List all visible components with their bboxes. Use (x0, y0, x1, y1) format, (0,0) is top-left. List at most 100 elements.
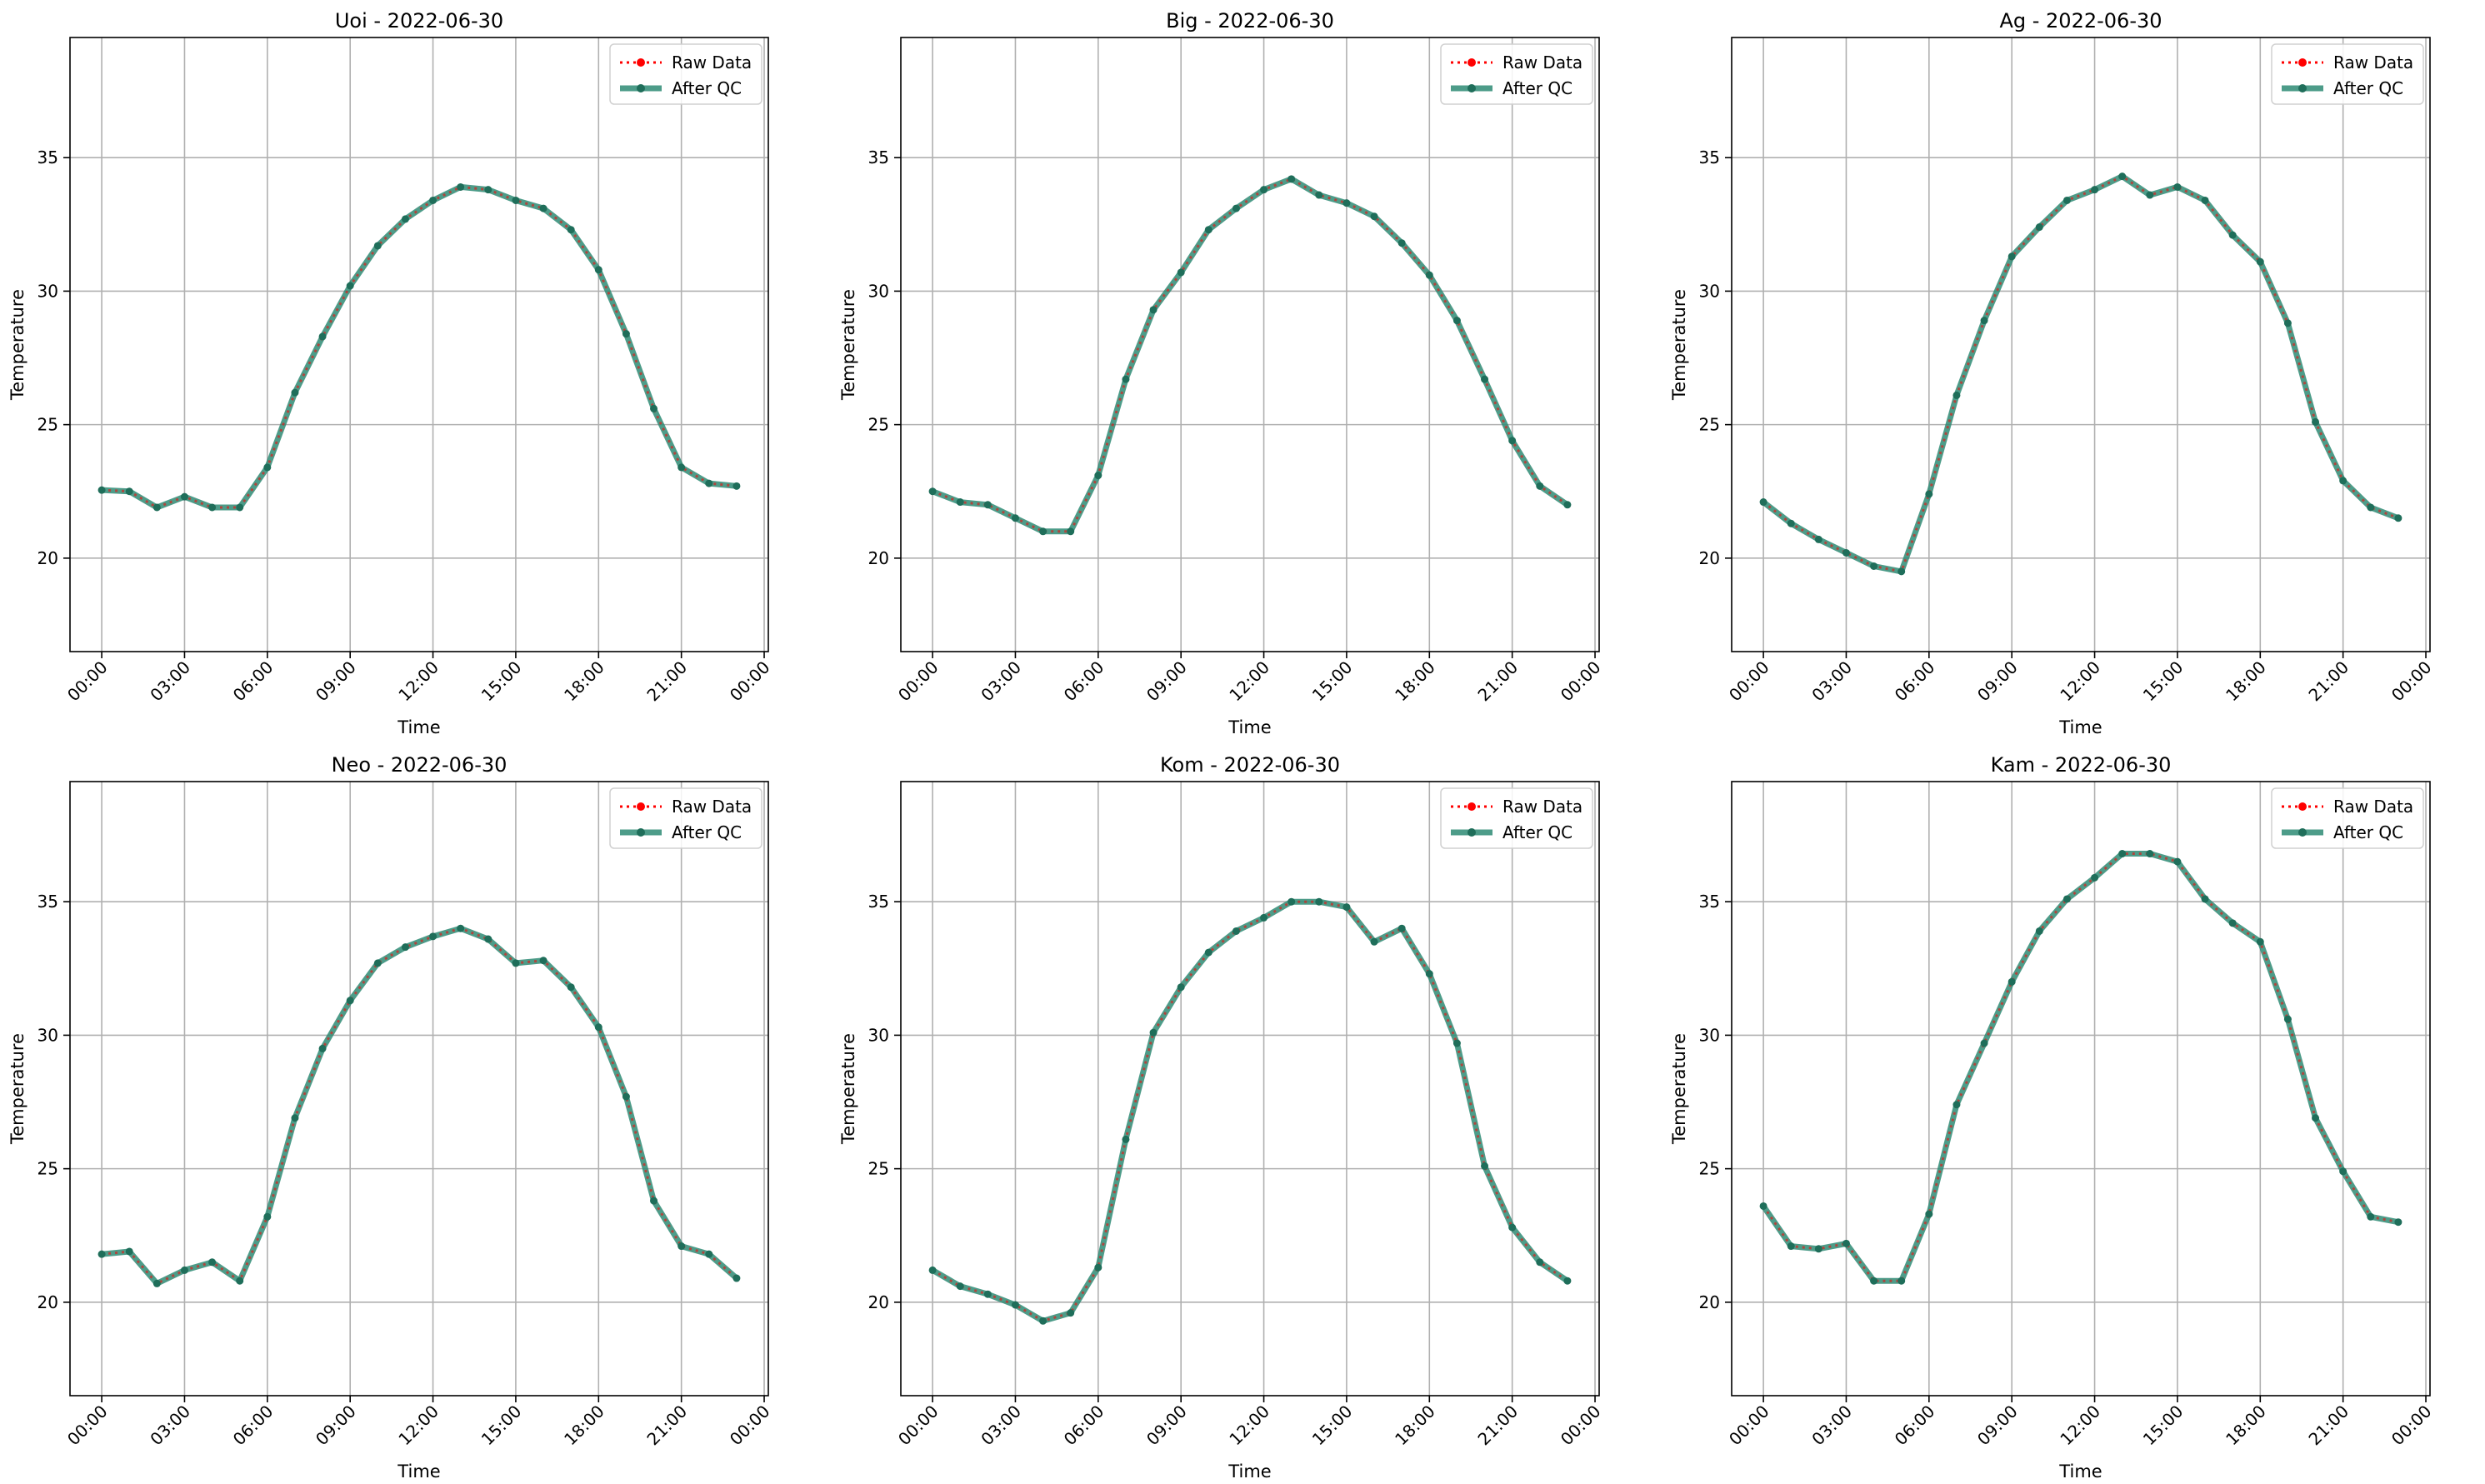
y-tick-label: 25 (38, 415, 58, 435)
x-tick-label: 03:00 (977, 657, 1025, 706)
after-qc-point (1398, 239, 1406, 247)
after-qc-point (650, 404, 658, 412)
x-tick-label: 15:00 (1308, 1402, 1357, 1450)
after-qc-point (1342, 903, 1351, 912)
x-tick-label: 18:00 (1391, 657, 1439, 706)
after-qc-point (705, 479, 713, 487)
y-tick-label: 35 (868, 892, 889, 912)
after-qc-point (2146, 850, 2154, 858)
after-qc-point (1149, 1028, 1158, 1037)
after-qc-point (429, 196, 438, 204)
x-tick-label: 21:00 (1473, 1402, 1522, 1450)
after-qc-point (1370, 212, 1378, 221)
after-qc-point (125, 1247, 133, 1256)
legend-raw-marker (637, 58, 645, 67)
legend-raw-label: Raw Data (1502, 797, 1582, 817)
after-qc-point (1067, 1309, 1075, 1317)
after-qc-point (1315, 897, 1323, 906)
legend-qc-label: After QC (1502, 78, 1572, 98)
after-qc-point (208, 503, 217, 512)
y-tick-label: 35 (38, 892, 58, 912)
after-qc-point (732, 482, 741, 490)
legend-raw-marker (637, 802, 645, 811)
subplot-6: 20 25 30 35 00:00 03:00 06:00 09:00 12:00 15:00 18… (1669, 753, 2436, 1482)
raw-data-line (932, 900, 1568, 1322)
after-qc-point (1842, 1239, 1850, 1247)
subplot-1: 20 25 30 35 00:00 03:00 06:00 09:00 12:00 15:00 18… (8, 9, 774, 737)
after-qc-point (539, 957, 548, 965)
x-tick-label: 00:00 (2388, 1402, 2436, 1450)
after-qc-point (1536, 1258, 1544, 1267)
subplot-4: 20 25 30 35 00:00 03:00 06:00 09:00 12:00 15:00 18… (8, 753, 774, 1482)
after-qc-point (1452, 317, 1461, 325)
after-qc-point (1177, 983, 1185, 992)
after-qc-point (2118, 850, 2127, 858)
y-axis-label: Temperature (838, 1033, 858, 1145)
plot-frame (69, 781, 769, 1397)
after-qc-point (594, 1023, 602, 1032)
y-tick-label: 20 (38, 548, 58, 568)
x-tick-label: 00:00 (1725, 657, 1773, 706)
after-qc-point (1898, 567, 1906, 576)
legend-qc-marker (1468, 828, 1476, 837)
x-tick-label: 00:00 (1557, 1402, 1605, 1450)
x-tick-label: 15:00 (478, 657, 526, 706)
y-axis-label: Temperature (8, 1033, 28, 1145)
plot-frame (69, 37, 769, 652)
after-qc-point (457, 182, 465, 191)
after-qc-point (1980, 1039, 1988, 1047)
after-qc-point (622, 330, 630, 338)
x-tick-label: 12:00 (2056, 1402, 2104, 1450)
legend-qc-marker (1468, 84, 1476, 92)
after-qc-point (2312, 1114, 2320, 1122)
y-tick-label: 20 (38, 1292, 58, 1312)
x-axis-label: Time (1228, 717, 1271, 737)
x-tick-label: 03:00 (977, 1402, 1025, 1450)
plot-frame (1731, 781, 2431, 1397)
after-qc-point (594, 266, 602, 274)
x-tick-label: 03:00 (1808, 657, 1856, 706)
after-qc-point (678, 1242, 686, 1251)
x-tick-label: 06:00 (1060, 1402, 1108, 1450)
x-tick-label: 21:00 (642, 657, 691, 706)
after-qc-point (2062, 895, 2071, 903)
after-qc-point (236, 503, 244, 512)
y-tick-label: 20 (1699, 1292, 1720, 1312)
after-qc-point (1260, 913, 1268, 922)
after-qc-line (1761, 173, 2400, 575)
x-tick-label: 00:00 (63, 657, 112, 706)
y-axis-label: Temperature (1669, 1033, 1689, 1145)
x-tick-label: 09:00 (312, 657, 360, 706)
after-qc-point (1094, 472, 1102, 480)
legend-qc-marker (2298, 828, 2307, 837)
after-qc-point (1481, 1162, 1489, 1170)
x-tick-label: 09:00 (1142, 1402, 1191, 1450)
after-qc-point (484, 186, 492, 194)
y-tick-label: 25 (1699, 1159, 1720, 1179)
after-qc-point (1842, 548, 1850, 557)
x-tick-label: 06:00 (1060, 657, 1108, 706)
legend-raw-label: Raw Data (672, 52, 752, 72)
after-qc-point (2283, 319, 2292, 327)
after-qc-point (2256, 937, 2264, 946)
y-tick-label: 25 (1699, 415, 1720, 435)
subplot-title: Neo - 2022-06-30 (332, 753, 508, 777)
subplot-title: Big - 2022-06-30 (1166, 9, 1334, 32)
x-tick-label: 00:00 (726, 1402, 774, 1450)
x-tick-label: 15:00 (478, 1402, 526, 1450)
after-qc-point (125, 487, 133, 496)
after-qc-point (2035, 223, 2043, 232)
y-tick-label: 35 (1699, 892, 1720, 912)
after-qc-point (1122, 375, 1130, 383)
after-qc-point (318, 1044, 327, 1052)
legend-qc-marker (637, 84, 645, 92)
x-axis-label: Time (397, 1462, 440, 1482)
after-qc-point (2312, 417, 2320, 426)
x-tick-label: 18:00 (560, 657, 608, 706)
after-qc-point (263, 463, 272, 472)
after-qc-point (98, 486, 106, 494)
legend: Raw Data After QC (609, 43, 762, 105)
after-qc-point (1925, 1210, 1933, 1218)
x-tick-label: 09:00 (312, 1402, 360, 1450)
after-qc-point (1759, 498, 1768, 507)
